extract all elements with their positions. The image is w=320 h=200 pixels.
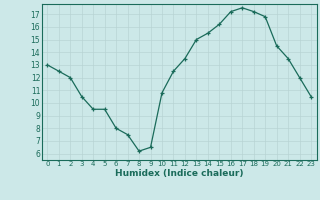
X-axis label: Humidex (Indice chaleur): Humidex (Indice chaleur) (115, 169, 244, 178)
